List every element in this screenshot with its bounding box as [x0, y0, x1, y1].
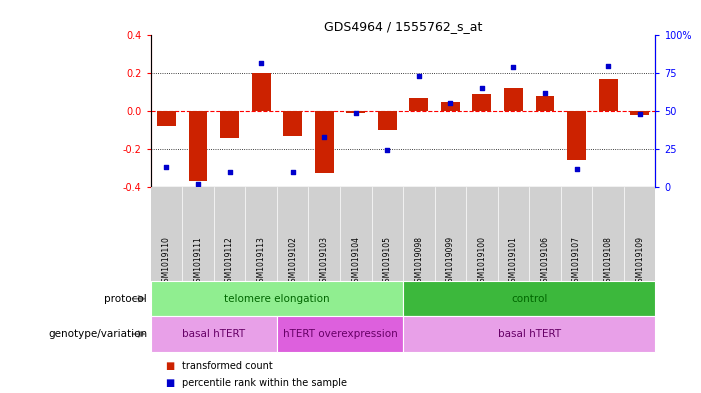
Bar: [472, 94, 491, 111]
Bar: [315, 111, 334, 173]
Bar: [630, 111, 649, 115]
Bar: [567, 111, 586, 160]
Text: ■: ■: [165, 378, 174, 388]
Point: [319, 134, 330, 140]
Bar: [536, 96, 554, 111]
Title: GDS4964 / 1555762_s_at: GDS4964 / 1555762_s_at: [324, 20, 482, 33]
Text: percentile rank within the sample: percentile rank within the sample: [182, 378, 347, 388]
Bar: [189, 111, 207, 181]
Text: basal hTERT: basal hTERT: [182, 329, 245, 339]
Point: [350, 109, 362, 116]
Bar: [151, 316, 277, 352]
Bar: [220, 111, 239, 138]
Point: [224, 168, 236, 174]
Bar: [599, 79, 618, 111]
Point: [634, 111, 646, 117]
Point: [477, 85, 488, 92]
Point: [508, 64, 519, 70]
Text: basal hTERT: basal hTERT: [498, 329, 561, 339]
Point: [255, 59, 266, 66]
Point: [287, 168, 299, 174]
Text: control: control: [511, 294, 547, 304]
Bar: [441, 101, 460, 111]
Text: hTERT overexpression: hTERT overexpression: [283, 329, 397, 339]
Point: [445, 100, 456, 107]
Bar: [403, 316, 655, 352]
Point: [381, 147, 393, 154]
Text: genotype/variation: genotype/variation: [48, 329, 147, 339]
Point: [192, 180, 204, 187]
Point: [571, 165, 582, 172]
Bar: [409, 98, 428, 111]
Point: [161, 164, 172, 170]
Bar: [151, 281, 403, 316]
Bar: [283, 111, 302, 136]
Bar: [378, 111, 397, 130]
Bar: [403, 281, 655, 316]
Text: protocol: protocol: [104, 294, 147, 304]
Text: ■: ■: [165, 361, 174, 371]
Bar: [504, 88, 523, 111]
Text: transformed count: transformed count: [182, 361, 273, 371]
Point: [414, 73, 425, 79]
Point: [603, 62, 614, 69]
Text: telomere elongation: telomere elongation: [224, 294, 329, 304]
Bar: [252, 73, 271, 111]
Bar: [346, 111, 365, 113]
Bar: [157, 111, 176, 126]
Point: [540, 90, 551, 96]
Bar: [277, 316, 403, 352]
